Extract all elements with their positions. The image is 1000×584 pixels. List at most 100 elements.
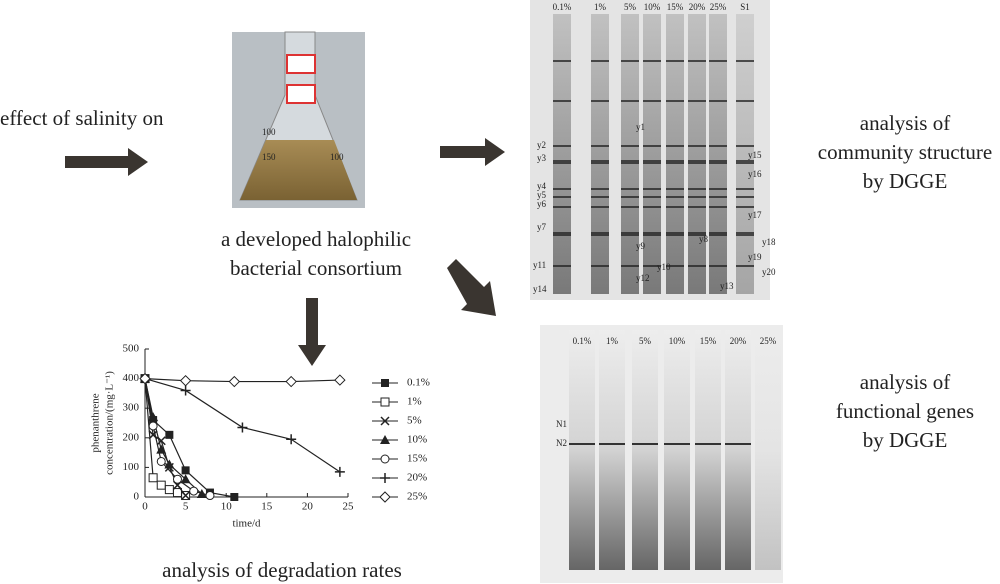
band-label: y15 xyxy=(748,150,762,160)
gel-band xyxy=(632,443,658,445)
gel-band xyxy=(621,196,639,198)
marker xyxy=(164,459,175,469)
gel-band xyxy=(688,60,706,62)
y-tick-label: 500 xyxy=(123,343,140,355)
gel-band xyxy=(666,145,684,147)
community-label: by DGGE xyxy=(863,169,948,193)
x-tick-label: 5 xyxy=(183,501,189,513)
band-label: y13 xyxy=(720,281,734,291)
gel-band xyxy=(643,265,661,267)
gel-band xyxy=(736,265,754,267)
arrow xyxy=(65,148,148,176)
y-axis-label: phenanthrene xyxy=(90,393,102,452)
gel-band xyxy=(591,206,609,208)
lane-label: 25% xyxy=(760,336,777,346)
gel-lane xyxy=(643,14,661,294)
gel-band xyxy=(666,160,684,164)
legend-label: 20% xyxy=(407,472,427,484)
gel-band xyxy=(591,232,609,236)
gel-band xyxy=(553,265,571,267)
gel-band xyxy=(688,100,706,102)
gel-band xyxy=(599,443,625,445)
band-label: y6 xyxy=(537,199,547,209)
gel-band xyxy=(688,160,706,164)
band-label: y19 xyxy=(748,252,762,262)
band-label: y3 xyxy=(537,153,547,163)
gel-band xyxy=(621,265,639,267)
series-line xyxy=(144,378,340,383)
marker xyxy=(380,435,390,444)
gel-lane xyxy=(688,14,706,294)
gel-lane xyxy=(695,330,721,570)
marker xyxy=(205,491,215,501)
band-label: y11 xyxy=(533,260,546,270)
functional-label: analysis of xyxy=(860,370,950,394)
marker xyxy=(380,397,390,407)
band-label: y17 xyxy=(748,210,762,220)
x-tick-label: 0 xyxy=(142,501,148,513)
gel-band xyxy=(621,206,639,208)
gel-band xyxy=(591,60,609,62)
band-label: y8 xyxy=(699,234,709,244)
gel-band xyxy=(688,232,706,236)
gel-band xyxy=(591,188,609,190)
gel-band xyxy=(591,100,609,102)
gel-lane xyxy=(632,330,658,570)
gel-band xyxy=(643,188,661,190)
gel-band xyxy=(666,206,684,208)
lane-label: 10% xyxy=(644,2,661,12)
band-label: y1 xyxy=(636,122,645,132)
marker xyxy=(180,385,191,396)
gel-band xyxy=(553,232,571,236)
gel-band xyxy=(736,206,754,208)
x-tick-label: 25 xyxy=(343,501,355,513)
gel-band xyxy=(643,100,661,102)
gel-lane xyxy=(621,14,639,294)
community-label: community structure xyxy=(818,140,992,164)
band-label: y20 xyxy=(762,267,776,277)
functional-label: by DGGE xyxy=(863,428,948,452)
legend-label: 10% xyxy=(407,434,427,446)
gel-band xyxy=(688,145,706,147)
gel-band xyxy=(666,265,684,267)
marker xyxy=(180,474,191,484)
flask-mark: 150 xyxy=(262,152,276,162)
gel-band xyxy=(725,443,751,445)
gel-lane xyxy=(709,14,727,294)
gel-lane xyxy=(725,330,751,570)
gel-band xyxy=(643,60,661,62)
gel-band xyxy=(643,232,661,236)
gel-band xyxy=(591,160,609,164)
marker xyxy=(172,488,182,498)
lane-label: 15% xyxy=(667,2,684,12)
arrow xyxy=(447,259,496,316)
y-axis-label: concentration/(mg·L⁻¹) xyxy=(104,371,116,475)
gel-band xyxy=(688,188,706,190)
input-text: effect of salinity on xyxy=(0,106,164,130)
gel-band xyxy=(591,265,609,267)
band-label: y9 xyxy=(636,241,646,251)
band-label: N2 xyxy=(556,438,567,448)
gel-band xyxy=(553,100,571,102)
band-label: y4 xyxy=(537,181,547,191)
band-label: y12 xyxy=(636,273,650,283)
x-tick-label: 10 xyxy=(221,501,233,513)
legend-label: 0.1% xyxy=(407,377,430,389)
gel-band xyxy=(688,265,706,267)
lane-label: 0.1% xyxy=(553,2,572,12)
lane-label: 5% xyxy=(624,2,637,12)
gel-band xyxy=(666,232,684,236)
gel-band xyxy=(709,196,727,198)
lane-label: 1% xyxy=(594,2,607,12)
marker xyxy=(237,422,248,433)
marker xyxy=(380,416,390,426)
gel-band xyxy=(553,145,571,147)
gel-band xyxy=(688,196,706,198)
marker xyxy=(381,379,389,387)
gel-lane xyxy=(664,330,690,570)
y-tick-label: 300 xyxy=(123,402,140,414)
lane-label: 20% xyxy=(689,2,706,12)
band-label: y16 xyxy=(748,169,762,179)
marker xyxy=(148,421,158,431)
